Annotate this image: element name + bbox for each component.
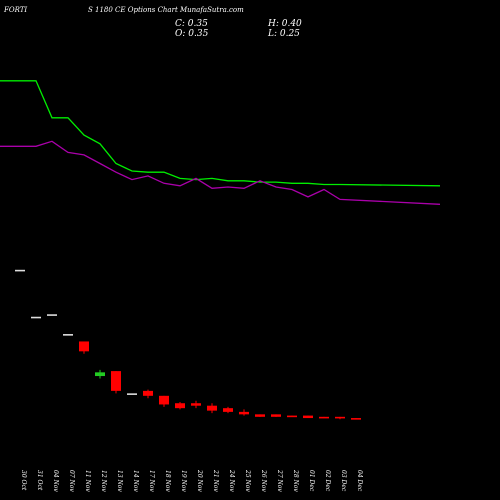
x-tick-label: 28 Nov	[292, 469, 299, 492]
x-tick-label: 27 Nov	[276, 469, 283, 492]
candle-body	[175, 403, 185, 409]
high-label: H: 0.40	[268, 19, 302, 29]
candle-body	[31, 316, 41, 319]
candle-body	[255, 414, 265, 417]
candle-body	[319, 416, 329, 419]
candle-20-nov	[191, 400, 201, 409]
candle-body	[15, 269, 25, 272]
candle-04-nov	[47, 314, 57, 316]
candle-24-nov	[223, 406, 233, 414]
low-label: L: 0.25	[268, 29, 300, 39]
x-tick-label: 18 Nov	[164, 470, 171, 492]
candle-28-nov	[287, 415, 297, 418]
x-tick-label: 17 Nov	[148, 470, 155, 492]
x-axis-labels: 30 Oct 31 Oct 04 Nov 07 Nov 11 Nov 12 Nov 13 N…	[20, 469, 363, 492]
x-tick-label: 31 Oct	[36, 470, 43, 491]
candle-30-oct	[15, 269, 25, 272]
close-label: C: 0.35	[175, 19, 208, 29]
candle-body	[143, 390, 153, 396]
x-tick-label: 13 Nov	[116, 470, 123, 492]
x-tick-label: 24 Nov	[228, 469, 235, 492]
candle-body	[79, 341, 89, 352]
candle-body	[239, 411, 249, 415]
x-tick-label: 25 Nov	[244, 469, 251, 492]
candle-body	[191, 403, 201, 406]
x-tick-label: 21 Nov	[212, 469, 219, 492]
candle-07-nov	[63, 334, 73, 336]
candle-body	[207, 405, 217, 411]
x-tick-label: 14 Nov	[132, 470, 139, 492]
x-tick-label: 03 Dec	[340, 470, 347, 492]
moving-averages	[0, 80, 441, 205]
candle-21-nov	[207, 403, 217, 414]
x-tick-label: 30 Oct	[20, 470, 27, 491]
candle-body	[303, 415, 313, 419]
chart-symbol: FORTI	[4, 6, 28, 14]
candle-25-nov	[239, 409, 249, 416]
open-label: O: 0.35	[175, 29, 209, 39]
candle-02-dec	[319, 416, 329, 419]
moving-average-short-line	[0, 80, 441, 187]
candle-19-nov	[175, 401, 185, 410]
candle-body	[223, 408, 233, 412]
candle-14-nov	[127, 393, 137, 395]
x-tick-label: 02 Dec	[324, 470, 331, 492]
x-tick-label: 01 Dec	[308, 470, 315, 492]
candle-03-dec	[335, 416, 345, 420]
candle-12-nov	[95, 369, 105, 379]
candle-26-nov	[255, 414, 265, 417]
candle-body	[271, 414, 281, 417]
candle-body	[351, 418, 361, 420]
candle-body	[47, 314, 57, 316]
x-tick-label: 04 Nov	[52, 470, 59, 492]
candle-18-nov	[159, 395, 169, 407]
candle-01-dec	[303, 415, 313, 419]
moving-average-long-line	[0, 140, 441, 205]
candle-body	[287, 415, 297, 418]
candle-body	[159, 395, 169, 405]
x-tick-label: 07 Nov	[68, 470, 75, 492]
candle-17-nov	[143, 389, 153, 399]
candlesticks	[15, 269, 361, 420]
x-tick-label: 26 Nov	[260, 469, 267, 492]
candle-body	[63, 334, 73, 336]
x-tick-label: 11 Nov	[84, 470, 91, 492]
candle-body	[335, 416, 345, 419]
candle-13-nov	[111, 371, 121, 394]
x-tick-label: 19 Nov	[180, 470, 187, 492]
x-tick-label: 20 Nov	[196, 469, 203, 492]
x-tick-label: 12 Nov	[100, 470, 107, 492]
x-tick-label: 04 Dec	[356, 470, 363, 492]
candle-27-nov	[271, 414, 281, 417]
candle-31-oct	[31, 316, 41, 319]
chart-subtitle: S 1180 CE Options Chart Munafa​Sutra.com	[88, 6, 244, 14]
candle-11-nov	[79, 341, 89, 354]
candle-body	[95, 372, 105, 377]
candle-body	[127, 393, 137, 395]
candle-04-dec	[351, 418, 361, 420]
candle-body	[111, 371, 121, 391]
